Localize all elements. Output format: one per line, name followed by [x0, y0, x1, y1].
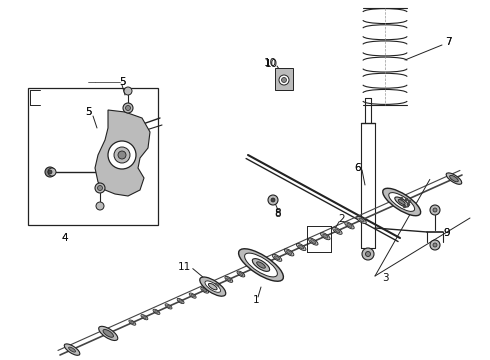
Ellipse shape: [98, 326, 118, 341]
Ellipse shape: [383, 188, 420, 216]
Ellipse shape: [189, 293, 196, 298]
Ellipse shape: [200, 277, 226, 296]
Ellipse shape: [213, 282, 220, 288]
Ellipse shape: [245, 253, 277, 277]
Ellipse shape: [395, 197, 409, 207]
Ellipse shape: [141, 315, 148, 320]
Ellipse shape: [309, 238, 318, 245]
Circle shape: [45, 167, 55, 177]
Ellipse shape: [398, 199, 405, 204]
Ellipse shape: [179, 300, 182, 302]
Text: 8: 8: [275, 208, 281, 218]
Ellipse shape: [287, 251, 292, 255]
Circle shape: [279, 75, 289, 85]
Text: 5: 5: [119, 77, 125, 87]
Circle shape: [430, 205, 440, 215]
Circle shape: [118, 151, 126, 159]
Text: 11: 11: [178, 262, 192, 271]
Ellipse shape: [227, 278, 231, 281]
Circle shape: [433, 208, 437, 212]
Circle shape: [281, 77, 287, 82]
Text: 7: 7: [445, 37, 451, 47]
Ellipse shape: [225, 276, 233, 282]
Circle shape: [366, 252, 370, 256]
Ellipse shape: [344, 222, 354, 229]
Text: 6: 6: [355, 163, 361, 173]
Ellipse shape: [333, 227, 342, 234]
Bar: [275, 68, 293, 90]
Text: 3: 3: [382, 273, 388, 283]
Text: 8: 8: [275, 209, 281, 219]
Text: 1: 1: [253, 295, 259, 305]
Ellipse shape: [208, 283, 217, 290]
Ellipse shape: [252, 258, 270, 271]
Circle shape: [96, 202, 104, 210]
Ellipse shape: [257, 262, 265, 268]
Ellipse shape: [357, 216, 366, 224]
Ellipse shape: [298, 245, 304, 249]
Ellipse shape: [155, 310, 158, 313]
Circle shape: [98, 185, 102, 190]
Ellipse shape: [202, 289, 207, 292]
Ellipse shape: [215, 283, 219, 287]
Ellipse shape: [272, 254, 282, 261]
Ellipse shape: [320, 233, 330, 240]
Ellipse shape: [239, 249, 283, 281]
Ellipse shape: [389, 193, 415, 211]
Ellipse shape: [359, 218, 364, 222]
Ellipse shape: [177, 298, 184, 303]
Bar: [28, 88, 158, 225]
Ellipse shape: [323, 234, 328, 238]
Ellipse shape: [239, 273, 243, 276]
Circle shape: [48, 168, 56, 176]
Ellipse shape: [347, 224, 352, 228]
Ellipse shape: [129, 320, 136, 325]
Circle shape: [268, 195, 278, 205]
Circle shape: [433, 243, 437, 247]
Text: 7: 7: [445, 37, 451, 47]
Text: 5: 5: [85, 107, 91, 117]
Ellipse shape: [446, 173, 462, 184]
Ellipse shape: [103, 329, 114, 337]
Text: 10: 10: [265, 59, 277, 69]
Circle shape: [430, 240, 440, 250]
Ellipse shape: [335, 229, 340, 233]
Text: 4: 4: [62, 233, 68, 243]
Circle shape: [123, 103, 133, 113]
Text: 10: 10: [264, 58, 276, 68]
Ellipse shape: [167, 305, 171, 308]
Circle shape: [124, 87, 132, 95]
Circle shape: [114, 147, 130, 163]
Text: 2: 2: [338, 215, 344, 224]
Circle shape: [271, 198, 275, 202]
Text: 4: 4: [62, 233, 68, 243]
Ellipse shape: [205, 281, 220, 292]
Ellipse shape: [64, 344, 80, 355]
Ellipse shape: [165, 304, 172, 309]
Ellipse shape: [69, 347, 75, 352]
Circle shape: [95, 183, 105, 193]
Circle shape: [125, 105, 130, 111]
Ellipse shape: [201, 287, 209, 293]
Text: 6: 6: [355, 163, 361, 173]
Circle shape: [108, 141, 136, 169]
Text: 9: 9: [443, 228, 450, 238]
Text: 5: 5: [119, 77, 125, 87]
Text: 5: 5: [85, 107, 91, 117]
Ellipse shape: [191, 294, 195, 297]
Ellipse shape: [450, 175, 458, 182]
Ellipse shape: [284, 249, 294, 256]
Ellipse shape: [143, 316, 146, 319]
Circle shape: [48, 170, 52, 174]
Text: 9: 9: [443, 228, 450, 238]
Ellipse shape: [131, 321, 134, 324]
Polygon shape: [95, 110, 150, 196]
Circle shape: [362, 248, 374, 260]
Ellipse shape: [274, 256, 280, 260]
Ellipse shape: [296, 243, 306, 251]
Ellipse shape: [153, 309, 160, 314]
Ellipse shape: [311, 240, 316, 244]
Ellipse shape: [237, 271, 245, 277]
